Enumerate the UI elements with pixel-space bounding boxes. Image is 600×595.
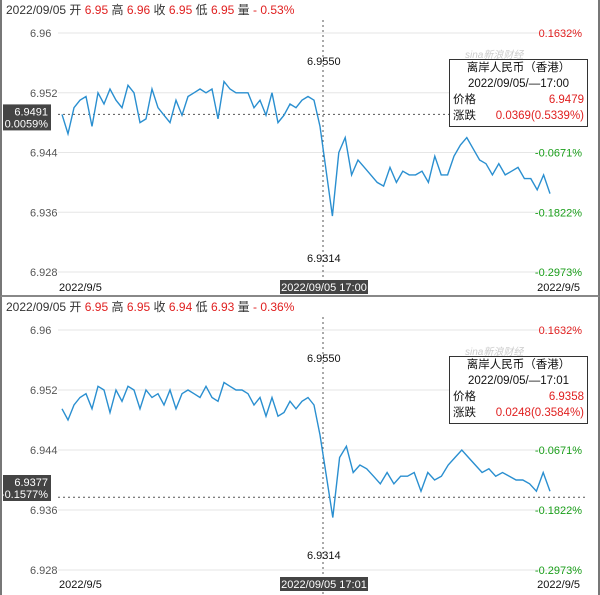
high-label: 高 bbox=[111, 3, 124, 17]
open-value: 6.95 bbox=[84, 3, 109, 17]
y-tick-label: 6.952 bbox=[30, 385, 58, 397]
current-price-box bbox=[3, 104, 51, 131]
y-right-tick-label: -0.2973% bbox=[535, 565, 582, 577]
watermark-logo: sina新浪财经 bbox=[465, 347, 524, 358]
tooltip: 离岸人民币（香港） 2022/09/05/—17:01 价格 6.9358 涨跌 0… bbox=[449, 356, 588, 424]
tooltip-title: 离岸人民币（香港） bbox=[466, 62, 571, 74]
low-label: 低 bbox=[195, 300, 208, 314]
header-date: 2022/09/05 bbox=[6, 3, 67, 17]
chart-panel-2: 2022/09/05 开 6.95 高 6.95 收 6.94 低 6.93 量… bbox=[0, 297, 600, 595]
y-right-tick-label: -0.0671% bbox=[535, 148, 582, 160]
tooltip-price: 6.9358 bbox=[548, 391, 584, 403]
tooltip-change: 0.0369(0.5339%) bbox=[495, 110, 584, 122]
y-tick-label: 6.96 bbox=[30, 325, 51, 337]
tooltip-change-label: 涨跌 bbox=[453, 407, 476, 419]
tooltip: 离岸人民币（香港） 2022/09/05/—17:00 价格 6.9479 涨跌 0… bbox=[449, 59, 588, 127]
crosshair-time-box bbox=[280, 280, 368, 294]
y-right-tick-label: 0.1632% bbox=[539, 325, 583, 337]
current-pct-label: 0.0059% bbox=[5, 118, 49, 130]
tooltip-price: 6.9479 bbox=[548, 94, 584, 106]
y-right-tick-label: -0.0671% bbox=[535, 445, 582, 457]
current-pct-label: -0.1577% bbox=[2, 489, 48, 501]
crosshair-time-box bbox=[280, 577, 368, 591]
y-tick-label: 6.96 bbox=[30, 28, 51, 40]
x-end-label: 2022/9/5 bbox=[537, 282, 580, 294]
y-tick-label: 6.928 bbox=[30, 267, 58, 279]
crosshair-time-label: 2022/09/05 17:01 bbox=[281, 579, 367, 591]
high-value: 6.96 bbox=[126, 3, 151, 17]
high-mark-label: 6.9550 bbox=[307, 353, 341, 365]
y-tick-label: 6.936 bbox=[30, 505, 58, 517]
tooltip-title: 离岸人民币（香港） bbox=[466, 359, 571, 371]
x-start-label: 2022/9/5 bbox=[59, 579, 102, 591]
change-value: - 0.53% bbox=[253, 3, 295, 17]
tooltip-change: 0.0248(0.3584%) bbox=[495, 407, 584, 419]
low-mark-label: 6.9314 bbox=[307, 550, 341, 562]
x-start-label: 2022/9/5 bbox=[59, 282, 102, 294]
y-right-tick-label: -0.1822% bbox=[535, 505, 582, 517]
open-label: 开 bbox=[69, 3, 82, 17]
y-right-tick-label: -0.1822% bbox=[535, 207, 582, 219]
price-chart: 6.96 6.952 6.944 6.936 6.928 0.1632% -0.0671% -… bbox=[3, 20, 587, 295]
y-tick-label: 6.944 bbox=[30, 148, 58, 160]
low-label: 低 bbox=[195, 3, 208, 17]
x-end-label: 2022/9/5 bbox=[537, 579, 580, 591]
tooltip-time: 2022/09/05/—17:00 bbox=[467, 78, 570, 90]
tooltip-price-label: 价格 bbox=[453, 391, 476, 403]
y-tick-label: 6.944 bbox=[30, 445, 58, 457]
tooltip-change-label: 涨跌 bbox=[453, 110, 476, 122]
close-value: 6.94 bbox=[168, 300, 193, 314]
crosshair-time-label: 2022/09/05 17:00 bbox=[281, 282, 367, 294]
volume-label: 量 bbox=[237, 300, 250, 314]
high-label: 高 bbox=[111, 300, 124, 314]
ohlc-header: 2022/09/05 开 6.95 高 6.95 收 6.94 低 6.93 量… bbox=[6, 298, 294, 315]
y-tick-label: 6.952 bbox=[30, 88, 58, 100]
current-price-label: 6.9377 bbox=[14, 477, 48, 489]
close-label: 收 bbox=[153, 300, 166, 314]
low-mark-label: 6.9314 bbox=[307, 253, 341, 265]
y-right-tick-label: 0.1632% bbox=[539, 28, 583, 40]
low-value: 6.95 bbox=[210, 3, 235, 17]
volume-label: 量 bbox=[237, 3, 250, 17]
current-price-box bbox=[3, 475, 51, 501]
y-right-tick-label: -0.2973% bbox=[535, 267, 582, 279]
chart-panel-1: 2022/09/05 开 6.95 高 6.96 收 6.95 低 6.95 量… bbox=[0, 0, 600, 297]
watermark-logo: sina新浪财经 bbox=[465, 50, 524, 61]
header-date: 2022/09/05 bbox=[6, 300, 67, 314]
close-label: 收 bbox=[153, 3, 166, 17]
price-chart: 6.96 6.952 6.944 6.936 6.928 0.1632% -0.0671% -… bbox=[2, 317, 587, 594]
close-value: 6.95 bbox=[168, 3, 193, 17]
current-price-label: 6.9491 bbox=[14, 106, 48, 118]
open-value: 6.95 bbox=[84, 300, 109, 314]
tooltip-price-label: 价格 bbox=[453, 94, 476, 106]
tooltip-time: 2022/09/05/—17:01 bbox=[467, 375, 570, 387]
high-mark-label: 6.9550 bbox=[307, 56, 341, 68]
high-value: 6.95 bbox=[126, 300, 151, 314]
low-value: 6.93 bbox=[210, 300, 235, 314]
y-tick-label: 6.936 bbox=[30, 207, 58, 219]
change-value: - 0.36% bbox=[253, 300, 295, 314]
y-tick-label: 6.928 bbox=[30, 565, 58, 577]
ohlc-header: 2022/09/05 开 6.95 高 6.96 收 6.95 低 6.95 量… bbox=[6, 1, 294, 18]
open-label: 开 bbox=[69, 300, 82, 314]
